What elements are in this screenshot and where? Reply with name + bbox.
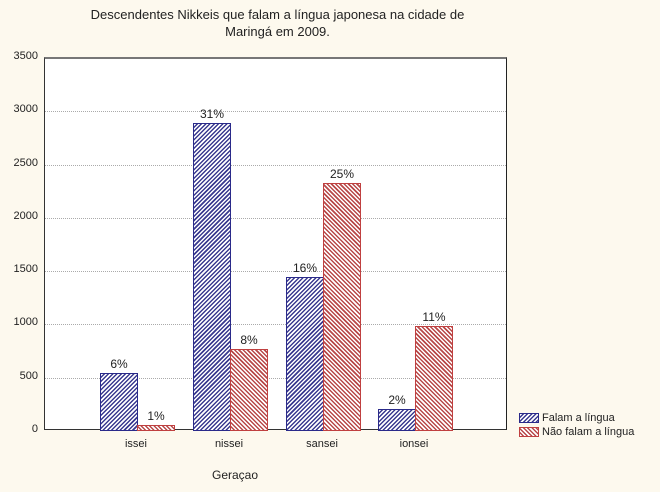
title-line-2: Maringá em 2009.: [225, 24, 330, 39]
legend: Falam a língua Não falam a língua: [519, 411, 634, 439]
x-tick-label: sansei: [306, 438, 338, 450]
x-tick-label: issei: [124, 438, 147, 450]
x-tick-label: ionsei: [399, 438, 429, 450]
y-tick-label: 1000: [13, 316, 38, 329]
bar-value-label: 8%: [240, 332, 258, 347]
plot-area: 6% 1% 31% 8% 16% 25% 2% 11%: [44, 57, 507, 431]
y-tick-label: 2500: [13, 156, 38, 169]
bar-value-label: 6%: [110, 357, 128, 372]
bar-sansei-nao-falam: [323, 182, 361, 431]
x-tick-label: nissei: [214, 438, 244, 450]
x-axis-label: Geraçao: [212, 468, 259, 482]
bar-nissei-nao-falam: [230, 348, 268, 431]
bar-value-label: 1%: [147, 409, 165, 424]
y-tick-label: 0: [31, 423, 38, 435]
gridline: [45, 217, 506, 219]
chart-title: Descendentes Nikkeis que falam a língua …: [0, 6, 555, 40]
title-line-1: Descendentes Nikkeis que falam a língua …: [90, 7, 465, 22]
gridline: [45, 377, 506, 379]
bar-value-label: 16%: [292, 261, 318, 275]
bar-value-label: 31%: [199, 107, 225, 121]
gridline: [45, 111, 506, 113]
legend-swatch-red: [519, 427, 539, 437]
y-tick-label: 1500: [13, 263, 38, 276]
bar-ionsei-falam: [378, 409, 416, 431]
y-tick-label: 3500: [13, 50, 38, 62]
bar-value-label: 25%: [329, 166, 355, 181]
bar-issei-nao-falam: [137, 425, 175, 431]
bar-value-label: 2%: [388, 393, 406, 408]
bar-issei-falam: [100, 373, 138, 431]
legend-label: Não falam a língua: [542, 426, 635, 438]
legend-item-nao-falam: Não falam a língua: [519, 425, 634, 439]
legend-label: Falam a língua: [542, 412, 615, 424]
bar-ionsei-nao-falam: [415, 326, 453, 431]
legend-swatch-blue: [519, 413, 539, 423]
y-tick-label: 2000: [13, 209, 38, 222]
bar-nissei-falam: [193, 123, 231, 431]
gridline: [45, 164, 506, 166]
gridline: [45, 324, 506, 326]
gridline: [45, 271, 506, 273]
y-tick-label: 3000: [13, 103, 38, 116]
bar-sansei-falam: [286, 277, 324, 431]
y-tick-label: 500: [19, 369, 38, 382]
bar-value-label: 11%: [422, 310, 446, 325]
legend-item-falam: Falam a língua: [519, 411, 634, 425]
